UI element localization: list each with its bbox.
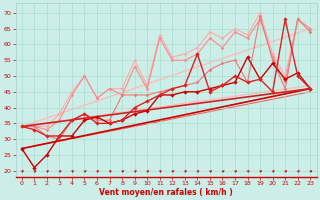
X-axis label: Vent moyen/en rafales ( km/h ): Vent moyen/en rafales ( km/h ) xyxy=(99,188,233,197)
